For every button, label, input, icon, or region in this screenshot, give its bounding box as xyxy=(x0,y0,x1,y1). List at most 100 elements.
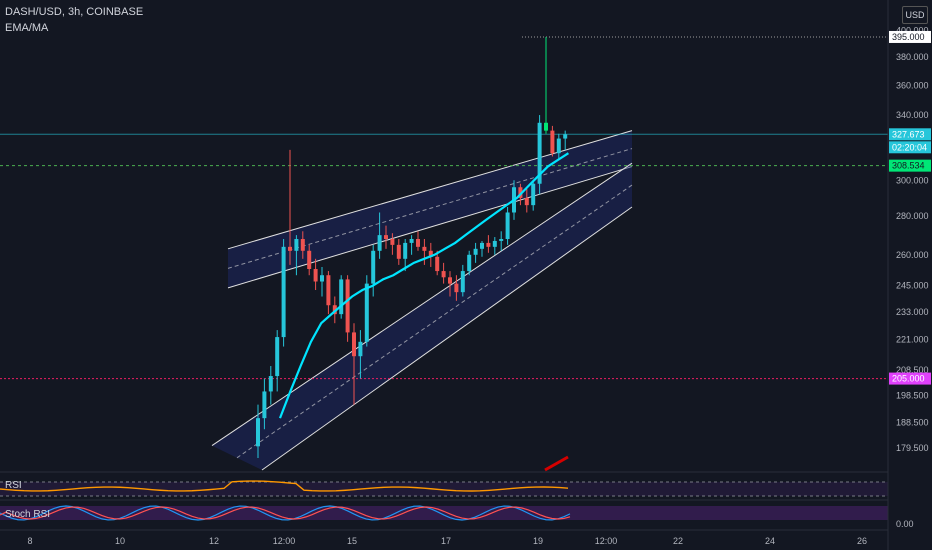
y-tick-label: 188.500 xyxy=(896,417,929,427)
candle xyxy=(480,240,484,257)
y-tick-label: 233.000 xyxy=(896,307,929,317)
candle-body xyxy=(332,305,337,315)
candle-body xyxy=(441,271,446,278)
candle xyxy=(300,231,305,259)
candle xyxy=(256,404,260,459)
candle-body xyxy=(403,242,408,259)
candle xyxy=(505,206,510,245)
candle xyxy=(358,330,363,379)
candle-body xyxy=(358,341,363,357)
red-arrow-mark xyxy=(544,455,569,472)
y-tick-label: 179.500 xyxy=(896,443,929,453)
candle xyxy=(467,250,472,276)
candle-body xyxy=(294,239,299,251)
candle xyxy=(473,242,478,263)
x-tick-label: 12:00 xyxy=(273,536,296,546)
x-tick-label: 12 xyxy=(209,536,219,546)
time-axis[interactable]: 8 10 12 12:00 15 17 19 12:00 22 24 26 xyxy=(27,536,867,546)
candle xyxy=(384,225,388,249)
candle-body xyxy=(544,122,548,131)
candle-body xyxy=(300,239,305,251)
candle xyxy=(428,242,433,267)
candle-body xyxy=(339,279,344,315)
candle-body xyxy=(448,277,452,284)
candle-body xyxy=(428,250,433,257)
candle xyxy=(422,239,427,265)
y-tick-label: 300.000 xyxy=(896,175,929,185)
x-tick-label: 26 xyxy=(857,536,867,546)
candle-body xyxy=(422,246,427,251)
candle-body xyxy=(537,122,542,184)
ema-line xyxy=(278,152,569,419)
candle xyxy=(307,244,312,276)
rising-channel-mid-line xyxy=(236,184,633,459)
candle xyxy=(390,233,395,255)
candle-body xyxy=(371,250,376,284)
candle-body xyxy=(396,244,401,259)
stoch-k-line xyxy=(0,505,571,521)
candle-body xyxy=(454,283,459,293)
candle xyxy=(486,235,491,253)
candle-body xyxy=(409,239,414,243)
green-level-tag: 308.534 xyxy=(892,161,925,171)
candle-body xyxy=(326,275,331,306)
rising-channel-top-line xyxy=(211,162,633,446)
x-tick-label: 19 xyxy=(533,536,543,546)
candle-body xyxy=(384,235,388,240)
pink-level-tag: 205.000 xyxy=(892,374,925,384)
y-tick-label: 221.000 xyxy=(896,334,929,344)
y-tick-label: 360.000 xyxy=(896,80,929,90)
countdown-tag-bg xyxy=(889,141,931,154)
rsi-label: RSI xyxy=(5,480,22,491)
candle-body xyxy=(492,240,497,247)
candle xyxy=(409,235,414,255)
high-price-tag: 395.000 xyxy=(892,32,925,42)
candle xyxy=(499,231,504,251)
current-price-tag-bg xyxy=(889,128,931,141)
candle-body xyxy=(275,337,280,377)
rising-channel-fill xyxy=(212,163,632,470)
rsi-line xyxy=(0,480,569,492)
candle-body xyxy=(473,248,478,255)
candle xyxy=(262,378,267,430)
candle-body xyxy=(556,138,561,154)
stoch-d-line xyxy=(0,506,571,520)
indicator-label: EMA/MA xyxy=(5,22,49,34)
candle xyxy=(268,366,273,405)
stoch-band xyxy=(0,506,888,520)
upper-channel-fill xyxy=(228,130,632,288)
candle-body xyxy=(352,332,356,357)
y-tick-label: 198.500 xyxy=(896,390,929,400)
stoch-zero-label: 0.00 xyxy=(896,519,914,529)
candle xyxy=(345,275,350,342)
candle xyxy=(339,275,344,319)
currency-badge[interactable]: USD xyxy=(902,6,928,24)
candle-body xyxy=(345,279,350,333)
x-tick-label: 8 xyxy=(27,536,32,546)
candle xyxy=(460,264,465,297)
high-price-tag-bg xyxy=(889,30,931,43)
x-tick-label: 12:00 xyxy=(595,536,618,546)
candle xyxy=(550,125,555,157)
x-tick-label: 22 xyxy=(673,536,683,546)
y-tick-label: 380.000 xyxy=(896,52,929,62)
candle xyxy=(531,180,536,211)
candle xyxy=(320,266,324,297)
y-tick-label: 280.000 xyxy=(896,211,929,221)
price-axis[interactable]: 400.000380.000360.000340.000320.000300.0… xyxy=(887,0,931,550)
candle xyxy=(294,235,299,276)
candle-body xyxy=(307,250,312,270)
candle xyxy=(441,262,446,284)
y-tick-label: 400.000 xyxy=(896,25,929,35)
candle xyxy=(326,271,331,315)
candle-body xyxy=(268,376,273,392)
candle xyxy=(288,149,292,265)
candle xyxy=(524,189,529,213)
candle xyxy=(281,239,286,347)
candle xyxy=(537,115,542,195)
candle xyxy=(396,239,401,265)
green-level-tag-bg xyxy=(889,159,931,172)
x-tick-label: 17 xyxy=(441,536,451,546)
candle-body xyxy=(505,212,510,240)
